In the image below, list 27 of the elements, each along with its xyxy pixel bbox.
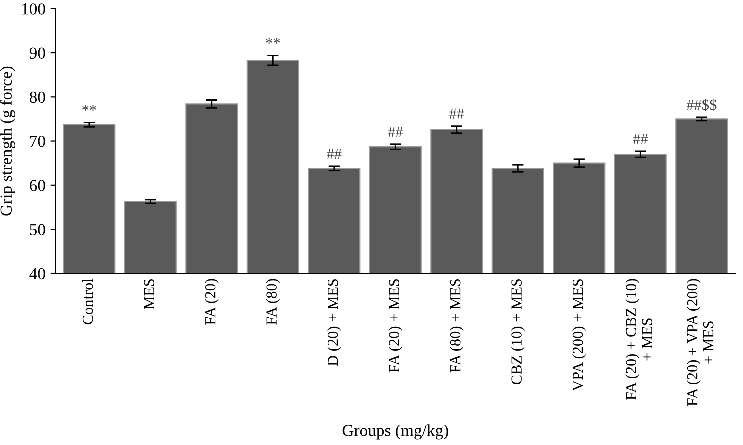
annotation: ** [82, 105, 96, 111]
x-tick-label: Control [82, 278, 94, 325]
annotation: ## [388, 126, 404, 137]
x-tick-label: FA (20) + VPA (200) + MES [686, 279, 714, 406]
y-tick-label: 80 [30, 92, 46, 104]
x-axis-title: Groups (mg/kg) [342, 424, 448, 440]
x-tick-label: CBZ (10) + MES [511, 279, 526, 385]
y-tick-label: 70 [30, 136, 46, 148]
y-tick-label: 60 [30, 180, 46, 192]
x-tick-label: FA (20) + MES [388, 279, 403, 373]
annotation: ## [450, 108, 464, 119]
y-axis-title: Grip strength (g force) [0, 66, 16, 216]
annotation: ## [327, 149, 342, 160]
annotation: ##$$ [686, 98, 717, 112]
x-tick-label: MES [144, 279, 154, 310]
x-tick-label: FA (80) + MES [450, 279, 464, 373]
y-tick-label: 50 [30, 224, 46, 236]
x-tick-label: FA (80) [266, 279, 280, 325]
x-tick-label: FA (20) [204, 279, 219, 325]
y-tick-label: 100 [22, 4, 46, 15]
x-tick-label: FA (20) + CBZ (10) + MES [626, 279, 652, 400]
annotation: ** [266, 38, 280, 44]
y-tick-label: 40 [30, 268, 46, 280]
x-tick-label: D (20) + MES [327, 279, 342, 366]
y-tick-label: 90 [30, 48, 46, 59]
x-tick-label: VPA (200) + MES [572, 279, 586, 392]
annotation: ## [633, 134, 648, 144]
